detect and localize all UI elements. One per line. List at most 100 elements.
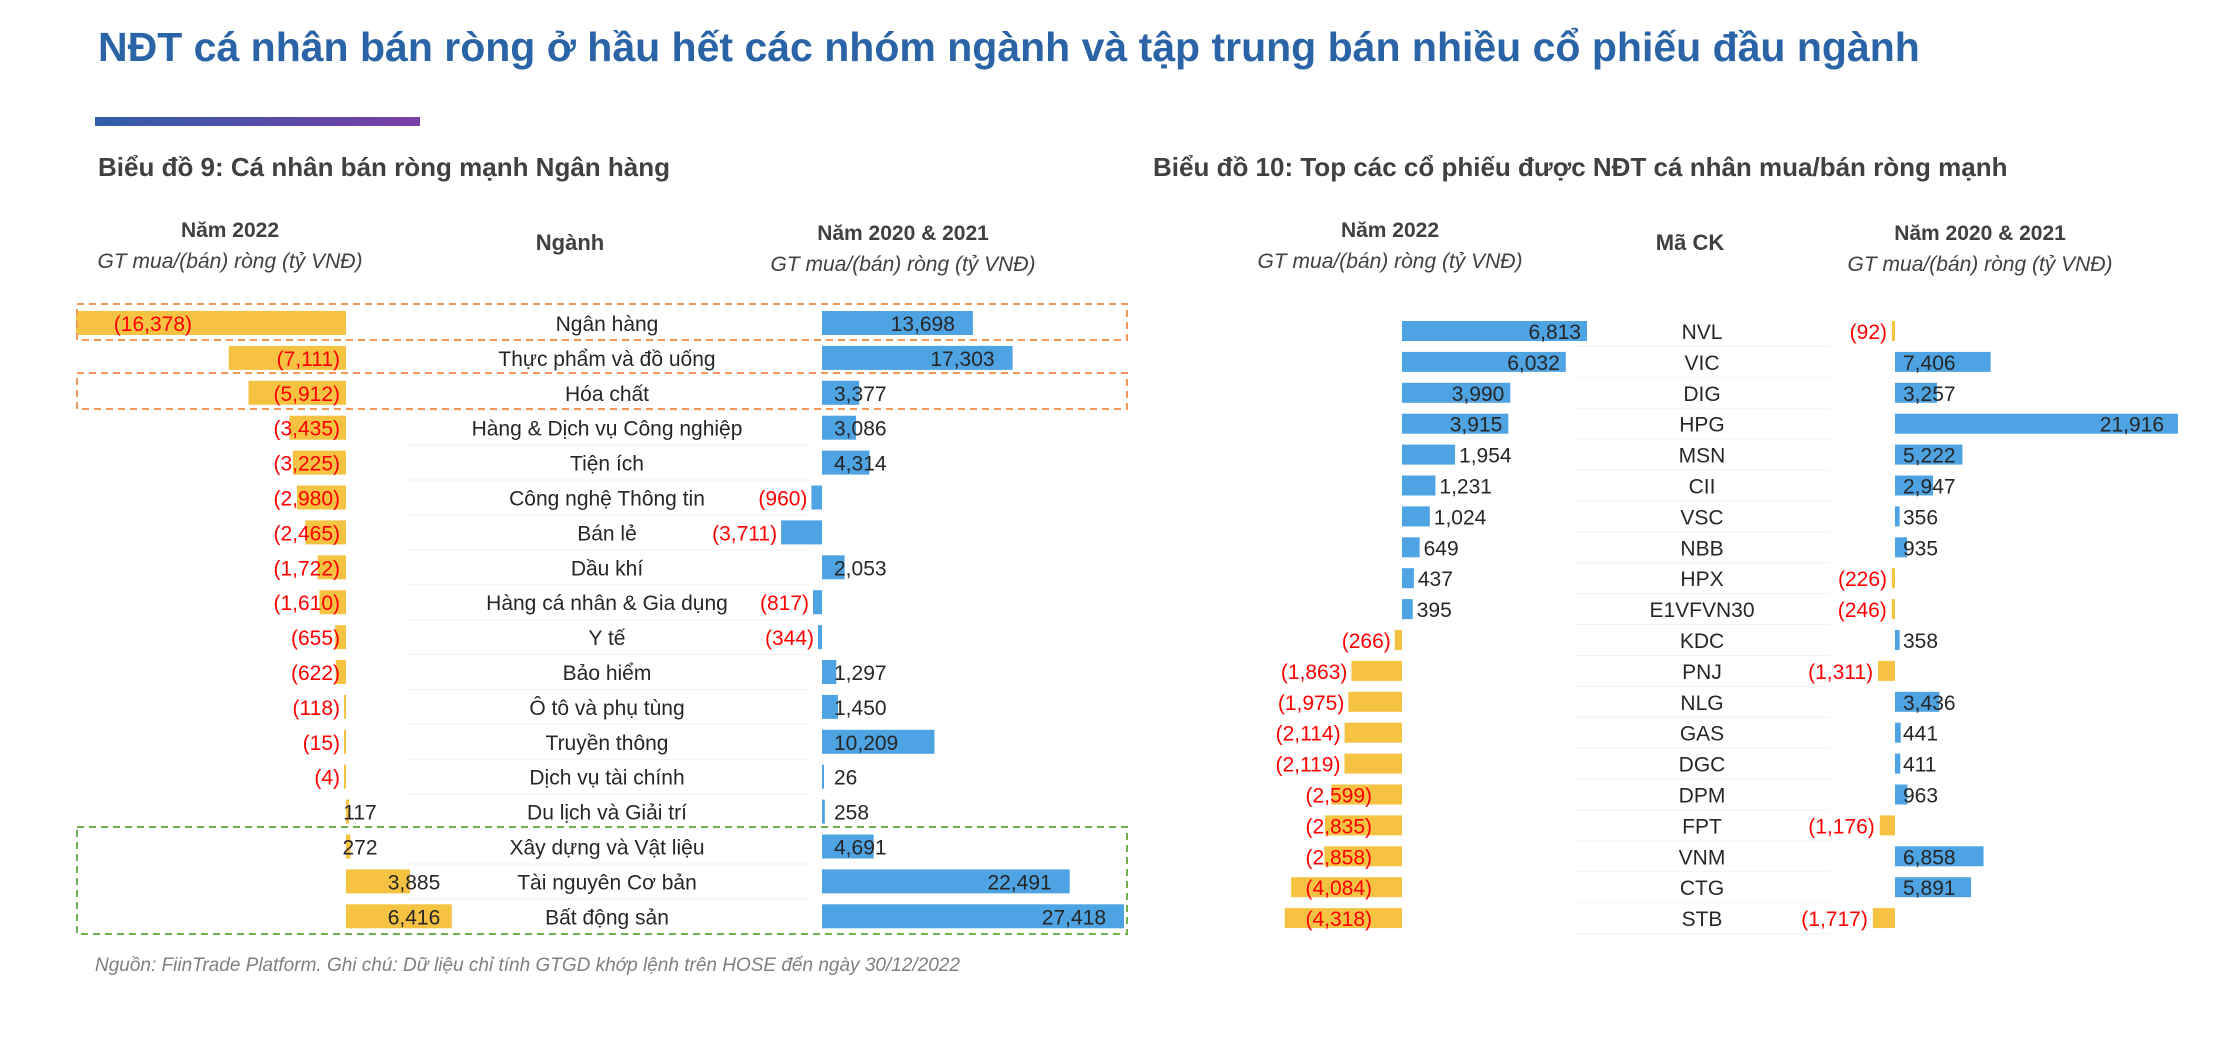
chart9-left-bar — [292, 450, 346, 475]
chart10-right-bar — [1872, 908, 1895, 929]
chart10-right-value-label: 21,916 — [2100, 414, 2164, 437]
chart10-right-bar — [1895, 877, 1972, 898]
chart9-left-bar — [305, 520, 346, 545]
chart10-ticker-label: CTG — [1680, 877, 1724, 900]
chart10-left-value-label: 1,954 — [1459, 445, 1512, 468]
chart10-right-bar — [1895, 722, 1901, 743]
chart10-left-value-label: (2,599) — [1305, 785, 1372, 808]
chart10-right-value-label: 3,436 — [1903, 692, 1956, 715]
chart9-right-bar — [822, 729, 935, 754]
chart9-right-bar — [822, 555, 845, 580]
chart10-ticker-label: NBB — [1680, 537, 1723, 560]
chart9-category-label: Hàng cá nhân & Gia dụng — [486, 592, 728, 615]
chart10-right-bar — [1891, 599, 1895, 620]
chart9-right-value-label: 13,698 — [891, 313, 955, 336]
chart10-ticker-label: DIG — [1683, 383, 1720, 406]
chart9-center-header: Ngành — [536, 230, 604, 255]
chart10-ticker-label: E1VFVN30 — [1649, 599, 1754, 622]
chart10-left-value-label: 6,032 — [1507, 352, 1560, 375]
chart10-right-value-label: (92) — [1850, 321, 1887, 344]
chart9-right-bar — [818, 625, 822, 650]
chart9-left-bar — [248, 380, 346, 405]
chart10-right-bar — [1878, 660, 1895, 681]
chart10-right-value-label: 935 — [1903, 537, 1938, 560]
chart9-category-label: Hàng & Dịch vụ Công nghiệp — [472, 418, 743, 441]
chart10-right-value-label: 963 — [1903, 785, 1938, 808]
source-prefix: Nguồn: FiinTrade Platform. Ghi chú: — [95, 955, 398, 976]
chart10-left-bar — [1344, 753, 1402, 774]
chart10-ticker-label: CII — [1689, 476, 1716, 499]
chart9-left-bar — [344, 729, 346, 754]
chart10-right-value-label: (1,717) — [1801, 908, 1868, 931]
chart10-right-value-label: 7,406 — [1903, 352, 1956, 375]
chart10-center-header: Mã CK — [1656, 230, 1725, 255]
chart9-category-label: Dầu khí — [571, 557, 644, 580]
chart10-left-value-label: (2,835) — [1305, 815, 1372, 838]
chart9-left-value-label: 117 — [343, 802, 376, 825]
chart9-category-label: Truyền thông — [546, 732, 669, 755]
chart9-right-value-label: 3,086 — [834, 418, 887, 441]
chart10-ticker-label: MSN — [1679, 445, 1726, 468]
chart9-left-value-label: (1,722) — [273, 557, 340, 580]
chart10-left-bar — [1291, 877, 1402, 898]
chart10-left-bar — [1402, 475, 1436, 496]
chart10-left-header: Năm 2022 — [1341, 219, 1439, 242]
chart10-right-header: Năm 2020 & 2021 — [1894, 222, 2066, 245]
chart9-left-bar — [335, 625, 346, 650]
chart10-ticker-label: PNJ — [1682, 661, 1722, 684]
chart10-right-bar — [1895, 351, 1991, 372]
chart9-right-value-label: 258 — [834, 802, 869, 825]
chart10-left-value-label: 3,915 — [1450, 414, 1503, 437]
chart9-category-label: Xây dựng và Vật liệu — [509, 837, 704, 860]
chart10-right-value-label: 2,947 — [1903, 476, 1956, 499]
title-accent-bar — [95, 117, 420, 126]
chart9-category-label: Công nghệ Thông tin — [509, 488, 705, 511]
chart9-left-bar — [346, 834, 351, 859]
chart9-left-value-label: (7,111) — [277, 348, 340, 371]
chart9-category-label: Bất động sản — [545, 906, 669, 929]
chart10-left-bar — [1344, 722, 1402, 743]
chart9-category-label: Ô tô và phụ tùng — [529, 697, 684, 720]
chart9-left-bar — [346, 904, 452, 929]
chart9-left-value-label: (4) — [314, 767, 340, 790]
chart10-right-bar — [1895, 691, 1940, 712]
chart10-ticker-label: VNM — [1679, 846, 1726, 869]
chart10-left-bar — [1402, 382, 1511, 403]
chart10-ticker-label: DGC — [1679, 754, 1726, 777]
chart10-left-value-label: 437 — [1418, 568, 1453, 591]
chart9-left-value-label: (16,378) — [114, 313, 192, 336]
chart9-right-bar — [822, 764, 824, 789]
chart9-category-label: Tiện ích — [570, 453, 644, 476]
chart9-right-value-label: 1,450 — [834, 697, 887, 720]
chart9-left-value-label: (3,435) — [273, 418, 340, 441]
chart9-left-bar — [335, 660, 346, 684]
chart9-category-label: Hóa chất — [565, 383, 649, 406]
chart9-category-label: Tài nguyên Cơ bản — [517, 871, 697, 894]
chart9-right-value-label: 1,297 — [834, 662, 887, 685]
chart10-right-value-label: 356 — [1903, 506, 1938, 529]
chart9-category-label: Ngân hàng — [556, 313, 659, 336]
chart10-left-bar — [1331, 784, 1402, 805]
chart9-left-bar — [346, 799, 349, 824]
chart10-left-value-label: (4,318) — [1305, 908, 1372, 931]
chart9-left-value-label: (622) — [291, 662, 340, 685]
chart9-right-bar — [813, 590, 822, 615]
chart10-left-bar — [1348, 691, 1402, 712]
chart10-left-bar — [1402, 537, 1420, 558]
chart9-right-bar — [822, 834, 874, 859]
chart9-left-value-label: (1,610) — [273, 592, 340, 615]
chart10-right-value-label: 411 — [1903, 754, 1936, 777]
chart9-left-value-label: 6,416 — [388, 906, 441, 929]
chart10-right-bar — [1879, 815, 1895, 836]
chart10-left-value-label: (4,084) — [1305, 877, 1372, 900]
chart10-right-value-label: (226) — [1838, 568, 1887, 591]
chart10-left-value-label: (1,863) — [1281, 661, 1348, 684]
chart9-right-bar — [822, 904, 1124, 929]
chart9-left-value-label: (3,225) — [273, 453, 340, 476]
chart10-left-value-label: (2,119) — [1275, 754, 1340, 777]
chart10-right-bar — [1895, 753, 1901, 774]
chart10-left-value-label: (1,975) — [1278, 692, 1345, 715]
chart9-right-value-label: (960) — [758, 488, 807, 511]
chart9-category-label: Dịch vụ tài chính — [529, 767, 684, 790]
chart9-left-subheader: GT mua/(bán) ròng (tỷ VNĐ) — [98, 250, 363, 273]
